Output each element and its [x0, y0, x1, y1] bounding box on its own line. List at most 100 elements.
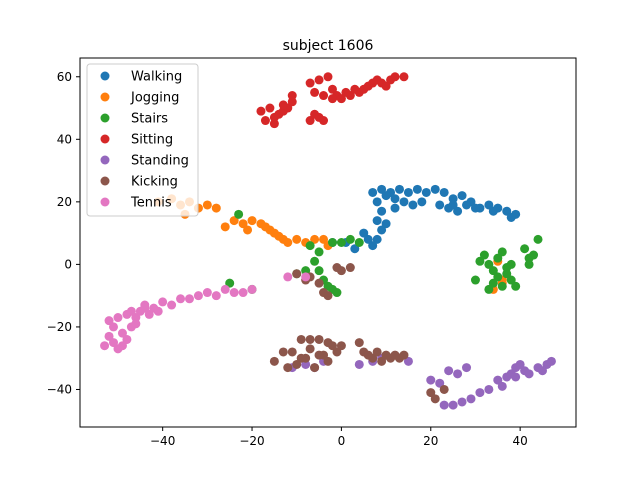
point-tennis-12 — [144, 309, 154, 319]
point-sitting-9 — [278, 100, 288, 110]
point-walking-27 — [377, 206, 387, 216]
point-stairs-1 — [305, 241, 315, 251]
y-tick-label-1: −20 — [47, 320, 72, 334]
point-jogging-19 — [319, 234, 329, 244]
x-tick-label-4: 40 — [513, 434, 528, 448]
legend-label-walking: Walking — [131, 70, 182, 85]
point-jogging-11 — [247, 216, 257, 226]
point-walking-24 — [462, 200, 472, 210]
point-sitting-15 — [305, 78, 315, 88]
point-jogging-16 — [292, 234, 302, 244]
point-walking-3 — [394, 184, 404, 194]
y-tick-label-0: −40 — [47, 382, 72, 396]
point-kicking-14 — [287, 347, 297, 357]
points-layer — [100, 72, 556, 410]
point-walking-8 — [439, 187, 449, 197]
point-sitting-7 — [260, 116, 270, 126]
legend-label-jogging: Jogging — [130, 91, 179, 106]
legend-box — [86, 63, 199, 217]
point-tennis-29 — [109, 338, 119, 348]
point-walking-34 — [381, 219, 391, 229]
x-tick-label-1: −20 — [239, 434, 264, 448]
point-kicking-35 — [323, 291, 333, 301]
point-sitting-11 — [305, 116, 315, 126]
point-tennis-20 — [202, 288, 212, 298]
point-stairs-29 — [520, 244, 530, 254]
point-kicking-24 — [377, 356, 387, 366]
point-walking-4 — [403, 187, 413, 197]
point-walking-37 — [448, 200, 458, 210]
point-tennis-21 — [211, 291, 221, 301]
point-tennis-9 — [131, 313, 141, 323]
point-kicking-17 — [314, 350, 324, 360]
point-stairs-14 — [475, 256, 485, 266]
point-tennis-22 — [220, 284, 230, 294]
point-kicking-38 — [345, 263, 355, 273]
legend-marker-walking — [100, 71, 110, 81]
point-walking-42 — [350, 244, 360, 254]
point-tennis-6 — [122, 334, 132, 344]
point-kicking-41 — [439, 384, 449, 394]
point-kicking-0 — [269, 356, 279, 366]
point-jogging-5 — [202, 200, 212, 210]
point-sitting-31 — [399, 72, 409, 82]
point-sitting-18 — [327, 84, 337, 94]
point-tennis-32 — [283, 272, 293, 282]
point-tennis-33 — [301, 272, 311, 282]
axis-ticks: −40 −20 0 20 40 −40 −20 0 20 40 60 — [47, 70, 528, 448]
point-sitting-17 — [323, 72, 333, 82]
point-walking-6 — [421, 187, 431, 197]
legend-label-standing: Standing — [131, 154, 189, 169]
point-stairs-15 — [479, 250, 489, 260]
point-tennis-23 — [229, 288, 239, 298]
point-kicking-18 — [323, 338, 333, 348]
point-walking-20 — [417, 197, 427, 207]
point-tennis-28 — [140, 303, 150, 313]
legend: Walking Jogging Stairs Sitting Standing Kicki… — [86, 63, 199, 217]
point-kicking-23 — [372, 347, 382, 357]
point-sitting-1 — [265, 103, 275, 113]
point-standing-12 — [462, 363, 472, 373]
point-tennis-5 — [117, 328, 127, 338]
point-standing-4 — [354, 359, 364, 369]
point-jogging-6 — [211, 203, 221, 213]
point-tennis-31 — [126, 306, 136, 316]
point-kicking-39 — [426, 388, 436, 398]
legend-label-stairs: Stairs — [131, 112, 168, 127]
point-tennis-2 — [109, 322, 119, 332]
point-jogging-22 — [260, 222, 270, 232]
point-kicking-22 — [368, 353, 378, 363]
legend-label-kicking: Kicking — [131, 175, 178, 190]
point-kicking-16 — [305, 334, 315, 344]
point-walking-23 — [453, 206, 463, 216]
point-tennis-16 — [167, 300, 177, 310]
point-jogging-23 — [269, 228, 279, 238]
point-walking-30 — [372, 234, 382, 244]
point-sitting-16 — [314, 75, 324, 85]
point-stairs-16 — [484, 259, 494, 269]
point-kicking-13 — [336, 341, 346, 351]
point-stairs-37 — [301, 266, 311, 276]
y-tick-label-4: 40 — [57, 132, 72, 146]
point-sitting-35 — [363, 81, 373, 91]
y-tick-label-5: 60 — [57, 70, 72, 84]
point-tennis-30 — [117, 341, 127, 351]
point-walking-39 — [506, 212, 516, 222]
point-stairs-24 — [497, 247, 507, 257]
point-sitting-34 — [327, 94, 337, 104]
point-walking-13 — [484, 200, 494, 210]
point-sitting-20 — [336, 94, 346, 104]
point-stairs-25 — [502, 263, 512, 273]
legend-marker-standing — [100, 155, 110, 165]
point-walking-17 — [390, 194, 400, 204]
point-tennis-25 — [247, 284, 257, 294]
point-stairs-20 — [502, 269, 512, 279]
x-tick-label-2: 0 — [338, 434, 346, 448]
point-standing-10 — [444, 366, 454, 376]
point-standing-8 — [426, 375, 436, 385]
point-stairs-27 — [511, 281, 521, 291]
point-standing-30 — [497, 381, 507, 391]
point-sitting-6 — [287, 97, 297, 107]
point-jogging-8 — [220, 222, 230, 232]
point-stairs-6 — [354, 238, 364, 247]
